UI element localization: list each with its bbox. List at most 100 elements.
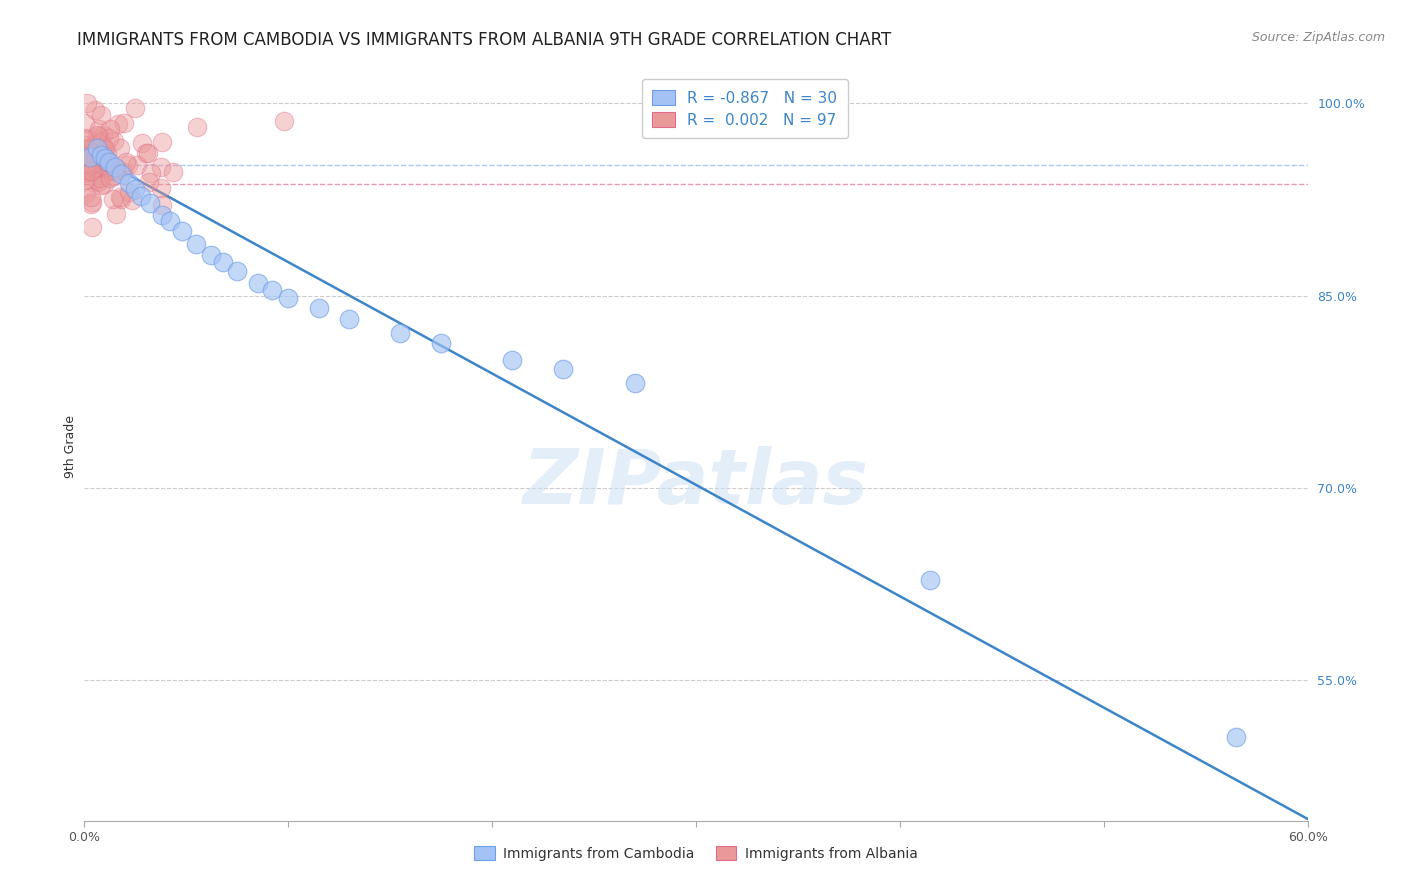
Point xyxy=(79,161,101,175)
Point xyxy=(124,182,146,196)
Point xyxy=(624,376,647,390)
Point xyxy=(93,128,115,142)
Point xyxy=(76,156,98,170)
Point xyxy=(77,141,100,155)
Point xyxy=(260,284,283,298)
Point xyxy=(77,158,100,172)
Point xyxy=(93,152,115,166)
Point xyxy=(1225,731,1247,745)
Point xyxy=(200,247,222,261)
Point xyxy=(135,146,157,161)
Point xyxy=(91,140,114,154)
Point xyxy=(141,166,163,180)
Point xyxy=(502,352,524,367)
Point xyxy=(80,190,103,204)
Point xyxy=(108,141,131,155)
Point xyxy=(104,207,127,221)
Point xyxy=(124,101,146,115)
Point xyxy=(186,237,208,252)
Point xyxy=(86,160,108,174)
Point xyxy=(159,214,181,228)
Point xyxy=(91,153,114,167)
Legend: Immigrants from Cambodia, Immigrants from Albania: Immigrants from Cambodia, Immigrants fro… xyxy=(468,840,924,866)
Point xyxy=(89,141,111,155)
Point xyxy=(162,164,184,178)
Point xyxy=(80,148,103,162)
Point xyxy=(277,291,299,305)
Point xyxy=(76,130,98,145)
Point xyxy=(138,196,160,211)
Point xyxy=(110,192,132,206)
Point xyxy=(89,171,111,186)
Point xyxy=(75,186,97,200)
Point xyxy=(97,155,120,169)
Point xyxy=(90,178,112,193)
Point xyxy=(75,116,97,130)
Point xyxy=(149,181,172,195)
Point xyxy=(97,131,120,145)
Point xyxy=(90,108,112,122)
Point xyxy=(118,186,141,200)
Point xyxy=(80,197,103,211)
Point xyxy=(104,161,127,175)
Point xyxy=(110,167,132,181)
Point xyxy=(103,134,125,148)
Point xyxy=(96,160,118,174)
Point xyxy=(136,146,159,161)
Point xyxy=(101,192,124,206)
Point xyxy=(73,173,96,187)
Point xyxy=(80,145,103,160)
Point xyxy=(84,155,107,169)
Point xyxy=(96,154,118,169)
Point xyxy=(150,208,173,222)
Point xyxy=(104,164,127,178)
Point xyxy=(75,148,97,162)
Point xyxy=(75,138,97,153)
Point xyxy=(97,163,120,178)
Point xyxy=(108,189,131,203)
Point xyxy=(86,128,108,142)
Point xyxy=(127,157,149,171)
Point xyxy=(90,135,112,149)
Point xyxy=(86,141,108,155)
Point xyxy=(121,193,143,207)
Point xyxy=(91,156,114,170)
Point xyxy=(98,122,121,136)
Point xyxy=(90,147,112,161)
Point xyxy=(77,144,100,158)
Point xyxy=(87,129,110,144)
Point xyxy=(101,169,124,183)
Point xyxy=(117,158,139,172)
Point xyxy=(75,166,97,180)
Point xyxy=(84,137,107,152)
Point xyxy=(308,301,330,316)
Point xyxy=(75,163,97,178)
Point xyxy=(920,573,942,587)
Point xyxy=(112,115,135,129)
Point xyxy=(150,198,173,212)
Point xyxy=(150,136,173,150)
Point xyxy=(339,311,361,326)
Point xyxy=(87,122,110,136)
Point xyxy=(77,163,100,178)
Point xyxy=(80,164,103,178)
Point xyxy=(389,326,412,340)
Point xyxy=(246,276,269,290)
Point xyxy=(93,177,115,191)
Point xyxy=(83,161,105,175)
Point xyxy=(80,195,103,210)
Point xyxy=(104,161,127,175)
Point xyxy=(138,175,160,189)
Point xyxy=(96,145,118,160)
Y-axis label: 9th Grade: 9th Grade xyxy=(65,415,77,477)
Point xyxy=(84,103,107,118)
Point xyxy=(87,133,110,147)
Point xyxy=(118,176,141,190)
Point xyxy=(83,153,105,168)
Point xyxy=(212,255,235,269)
Point xyxy=(80,219,103,234)
Point xyxy=(76,161,98,175)
Point xyxy=(97,164,120,178)
Point xyxy=(82,176,104,190)
Point xyxy=(149,160,172,174)
